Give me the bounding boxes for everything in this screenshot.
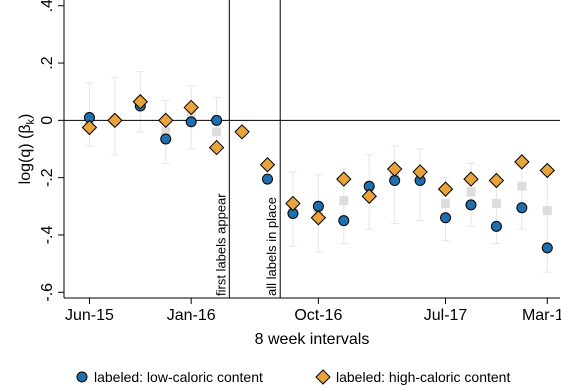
x-tick-label-4: Mar-18: [522, 307, 561, 324]
axes-layer: [58, 0, 560, 304]
vline-label-1: all labels in place: [264, 197, 279, 296]
legend-label-high-caloric: labeled: high-caloric content: [336, 369, 510, 385]
point-high-caloric-2: [132, 94, 149, 110]
y-axis-title-sub: k: [25, 118, 37, 124]
point-high-caloric-13: [412, 164, 428, 180]
point-high-caloric-3: [158, 112, 174, 129]
legend-marker-high-caloric: [315, 369, 331, 385]
point-low-caloric-14: [465, 199, 477, 211]
point-high-caloric-18: [539, 162, 555, 179]
background-point-16: [542, 206, 552, 216]
point-high-caloric-6: [234, 124, 250, 140]
background-point-3: [161, 127, 171, 137]
x-tick-label-2: Oct-16: [294, 307, 342, 324]
point-low-caloric-4: [185, 116, 197, 128]
point-high-caloric-14: [437, 181, 454, 197]
legend: labeled: low-caloric content labeled: hig…: [76, 369, 510, 385]
point-low-caloric-17: [541, 242, 553, 254]
point-low-caloric-15: [490, 220, 502, 232]
background-point-8: [339, 196, 349, 206]
point-high-caloric-7: [259, 157, 276, 173]
points-layer: [81, 94, 555, 254]
point-high-caloric-10: [336, 171, 352, 187]
point-low-caloric-3: [160, 133, 172, 145]
point-low-caloric-11: [389, 175, 401, 187]
x-tick-label-1: Jan-16: [167, 307, 216, 324]
legend-label-low-caloric: labeled: low-caloric content: [94, 369, 263, 385]
point-low-caloric-5: [211, 114, 223, 126]
point-high-caloric-9: [310, 210, 327, 226]
point-high-caloric-1: [107, 112, 123, 129]
background-point-5: [212, 127, 222, 137]
y-axis-title-main: log(q) (β: [17, 124, 34, 184]
point-high-caloric-11: [361, 188, 377, 204]
y-tick-label-1: .2: [39, 56, 56, 69]
y-tick-label-5: -.6: [39, 283, 56, 302]
y-axis-title: log(q) (βk): [17, 114, 37, 185]
point-high-caloric-8: [285, 195, 301, 212]
point-high-caloric-17: [514, 154, 530, 170]
point-high-caloric-5: [208, 139, 225, 156]
y-axis-title-close: ): [17, 114, 34, 119]
point-high-caloric-0: [81, 119, 98, 136]
background-point-14: [491, 198, 501, 208]
point-low-caloric-6: [261, 173, 273, 185]
point-high-caloric-4: [183, 99, 199, 116]
labels-layer: first labels appear all labels in place .4…: [17, 0, 561, 348]
y-tick-label-2: 0: [39, 116, 56, 125]
point-low-caloric-8: [312, 200, 324, 212]
point-high-caloric-15: [463, 171, 479, 187]
background-point-15: [517, 181, 527, 191]
vline-label-0: first labels appear: [213, 193, 228, 296]
point-low-caloric-9: [338, 215, 350, 227]
x-tick-label-3: Jul-17: [424, 307, 468, 324]
background-point-13: [466, 187, 476, 197]
y-tick-label-4: -.4: [39, 226, 56, 245]
point-low-caloric-13: [440, 212, 452, 224]
y-tick-label-0: .4: [39, 0, 56, 12]
background-point-12: [441, 198, 451, 208]
x-tick-label-0: Jun-15: [65, 307, 114, 324]
plot-area: [64, 0, 561, 298]
x-axis-title: 8 week intervals: [255, 331, 370, 348]
legend-marker-low-caloric: [76, 371, 88, 383]
reference-lines-layer: [64, 0, 560, 298]
point-low-caloric-16: [516, 202, 528, 214]
y-tick-label-3: -.2: [39, 168, 56, 187]
point-high-caloric-16: [488, 172, 505, 189]
point-high-caloric-12: [386, 161, 403, 177]
